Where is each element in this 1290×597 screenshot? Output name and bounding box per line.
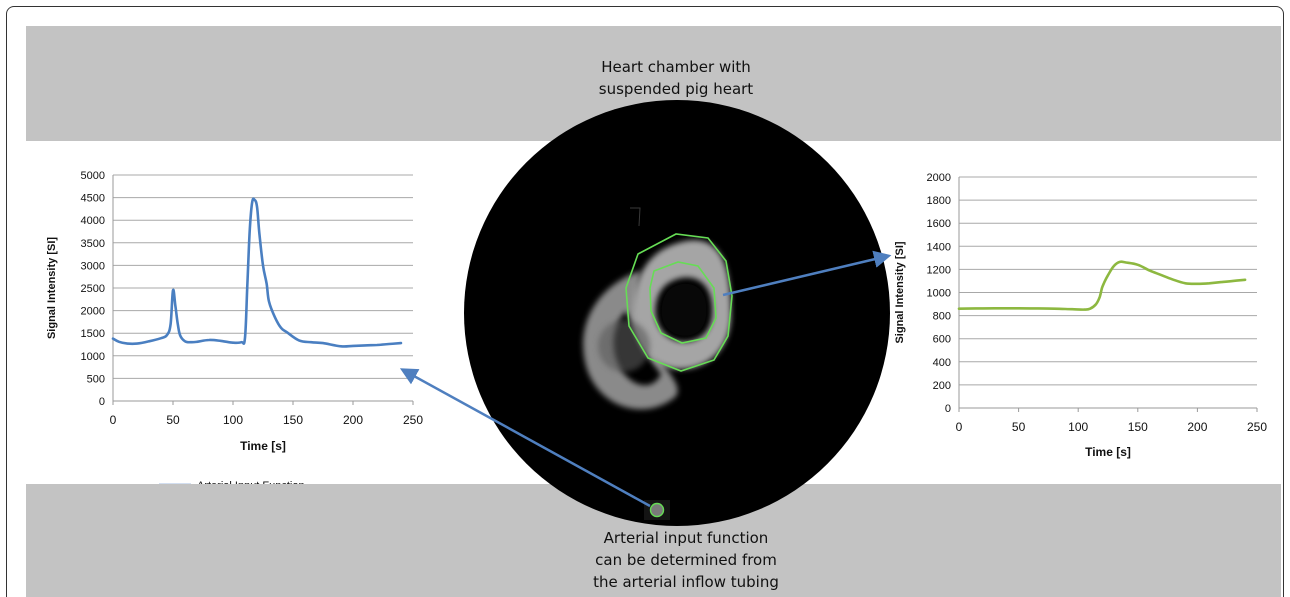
caption-top-line-2: suspended pig heart <box>546 78 806 100</box>
caption-bottom-line-2: can be determined from <box>556 549 816 571</box>
caption-top-line-1: Heart chamber with <box>546 56 806 78</box>
figure-frame: 0 500 1000 1500 2000 2500 3000 3500 4000 4500 5000… <box>6 6 1284 597</box>
caption-heart-chamber: Heart chamber with suspended pig heart <box>546 56 806 100</box>
caption-bottom-line-3: the arterial inflow tubing <box>556 571 816 593</box>
caption-bottom-line-1: Arterial input function <box>556 527 816 549</box>
caption-arterial-input: Arterial input function can be determine… <box>556 527 816 593</box>
arterial-tubing-roi <box>651 504 664 517</box>
figure-background: 0 500 1000 1500 2000 2500 3000 3500 4000 4500 5000… <box>26 26 1281 597</box>
heart-image-layer <box>26 26 1281 597</box>
